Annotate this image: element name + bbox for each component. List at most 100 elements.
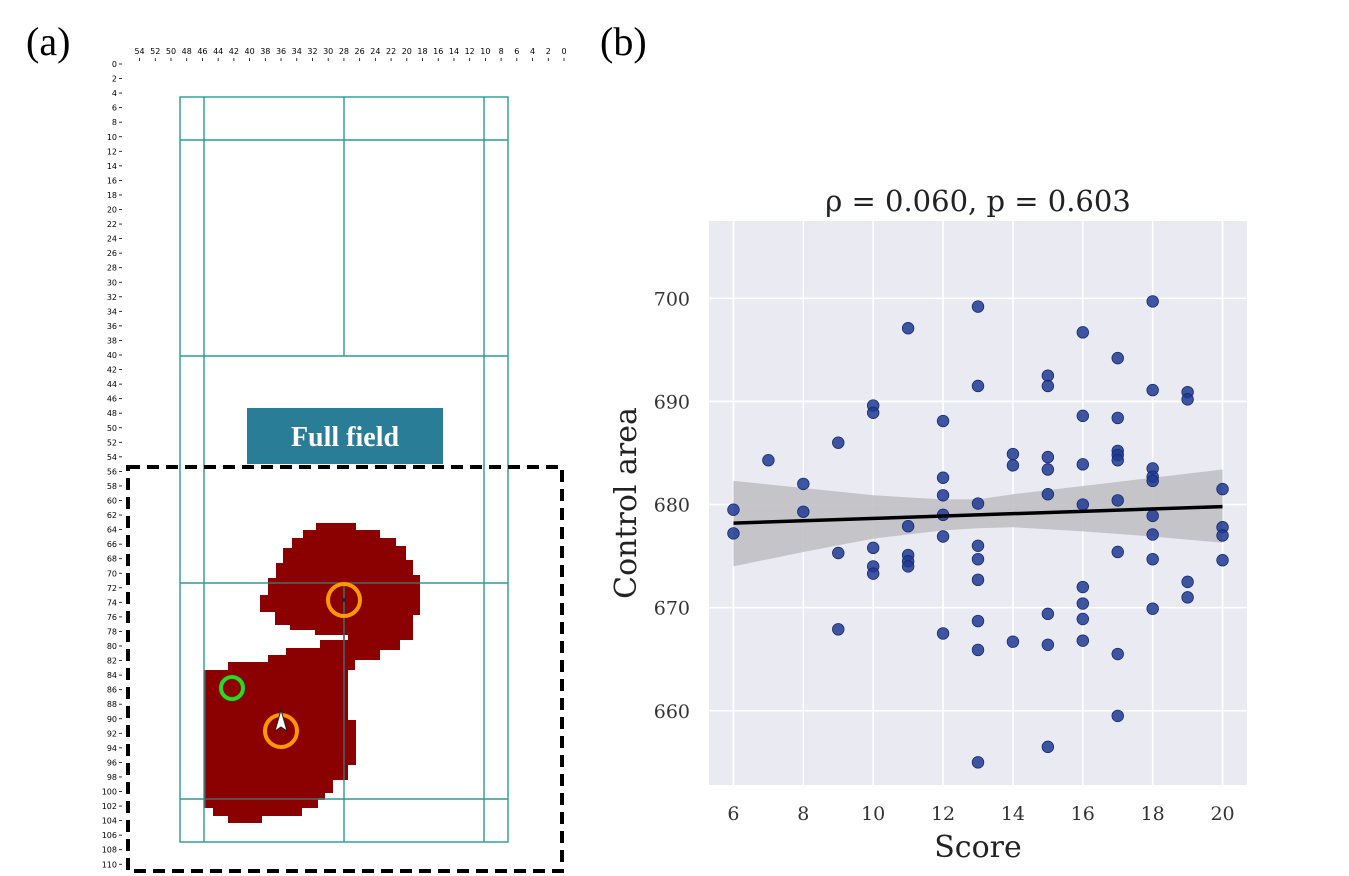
scatter-point (1181, 385, 1194, 399)
scatter-point (971, 539, 985, 552)
scatter-point (1111, 494, 1124, 507)
scatter-point (1041, 450, 1055, 464)
y-tick-label: 74 (107, 598, 117, 607)
x-tick-label: 36 (276, 47, 286, 56)
x-tick-label: 14 (449, 47, 459, 56)
scatter-point (1006, 635, 1020, 648)
y-tick-label: 90 (107, 715, 117, 724)
x-tick-label: 18 (1141, 803, 1165, 825)
y-tick-label: 62 (107, 511, 117, 520)
scatter-point (1076, 458, 1090, 471)
scatter-point (1076, 634, 1090, 647)
scatter-point (1111, 454, 1124, 467)
scatter-point (1216, 529, 1229, 542)
y-tick-label: 84 (107, 671, 117, 680)
scatter-point (1111, 444, 1124, 458)
y-tick-label: 92 (107, 729, 117, 738)
y-tick-label: 98 (107, 773, 117, 782)
x-axis-label: Score (934, 830, 1022, 865)
scatter-point (1041, 638, 1055, 651)
x-tick-label: 54 (134, 47, 144, 56)
y-tick-label: 94 (107, 744, 117, 753)
scatter-point (971, 756, 985, 769)
scatter-point (727, 527, 740, 540)
x-tick-label: 50 (166, 47, 176, 56)
scatter-point (901, 555, 915, 568)
y-tick-label: 12 (107, 147, 117, 156)
dashed-zoom-frame (126, 465, 564, 873)
shuttle-ring (219, 675, 245, 701)
y-tick-label: 700 (654, 288, 690, 310)
scatter-point (1181, 591, 1194, 604)
scatter-point (1111, 411, 1124, 425)
y-tick-label: 28 (107, 264, 117, 273)
y-tick-label: 86 (107, 686, 117, 695)
scatter-point (1146, 474, 1159, 488)
y-tick-label: 4 (112, 89, 117, 98)
y-tick-label: 32 (107, 293, 117, 302)
scatter-point (1076, 612, 1090, 626)
x-tick-label: 32 (307, 47, 317, 56)
scatter-point (971, 614, 985, 628)
scatter-point (1041, 463, 1055, 476)
y-tick-label: 100 (102, 788, 117, 797)
scatter-point (1076, 409, 1090, 423)
scatter-point (727, 503, 740, 516)
x-tick-label: 10 (480, 47, 490, 56)
scatter-point (832, 436, 845, 449)
player-direction-arrow-icon (274, 708, 288, 733)
scatter-point (1146, 552, 1159, 566)
x-tick-label: 34 (292, 47, 302, 56)
y-axis-label: Control area (609, 407, 644, 599)
scatter-point (832, 546, 845, 560)
scatter-point (797, 477, 810, 491)
y-tick-label: 56 (107, 467, 117, 476)
confidence-band (733, 469, 1223, 567)
scatter-point (1146, 383, 1159, 397)
y-tick-label: 78 (107, 627, 117, 636)
scatter-point (901, 560, 915, 573)
scatter-point (936, 508, 950, 522)
scatter-point (1111, 709, 1124, 723)
x-tick-label: 2 (546, 47, 551, 56)
y-tick-label: 24 (107, 235, 117, 244)
x-tick-label: 28 (339, 47, 349, 56)
x-tick-label: 4 (530, 47, 535, 56)
x-tick-label: 26 (355, 47, 365, 56)
x-tick-label: 40 (245, 47, 255, 56)
data-points (727, 295, 1229, 769)
scatter-point (901, 548, 915, 562)
y-tick-label: 54 (107, 453, 117, 462)
y-tick-label: 680 (654, 495, 690, 517)
y-tick-label: 70 (107, 569, 117, 578)
y-tick-label: 106 (102, 831, 117, 840)
scatter-point (832, 623, 845, 636)
scatter-point (1146, 509, 1159, 523)
y-tick-label: 46 (107, 395, 117, 404)
scatter-point (936, 414, 950, 428)
scatter-point (971, 497, 985, 510)
y-tick-label: 670 (654, 598, 690, 620)
x-tick-label: 16 (1071, 803, 1095, 825)
y-tick-label: 88 (107, 700, 117, 709)
y-tick-label: 690 (654, 391, 690, 413)
scatter-point (901, 322, 915, 335)
scatter-point (1111, 545, 1124, 559)
scatter-point (866, 560, 880, 573)
x-tick-label: 44 (213, 47, 223, 56)
x-tick-label: 8 (499, 47, 504, 56)
x-tick-label: 22 (386, 47, 396, 56)
y-tick-label: 10 (107, 133, 117, 142)
regression-line (733, 504, 1223, 525)
scatter-point (901, 519, 915, 533)
y-tick-label: 58 (107, 482, 117, 491)
scatter-point (1006, 459, 1020, 472)
x-tick-label: 18 (417, 47, 427, 56)
y-tick-label: 8 (112, 118, 117, 127)
y-tick-label: 14 (107, 162, 117, 171)
y-tick-label: 42 (107, 366, 117, 375)
y-tick-label: 30 (107, 278, 117, 287)
y-tick-label: 60 (107, 497, 117, 506)
scatter-point (1181, 393, 1194, 406)
panel-a-label: (a) (26, 19, 71, 64)
